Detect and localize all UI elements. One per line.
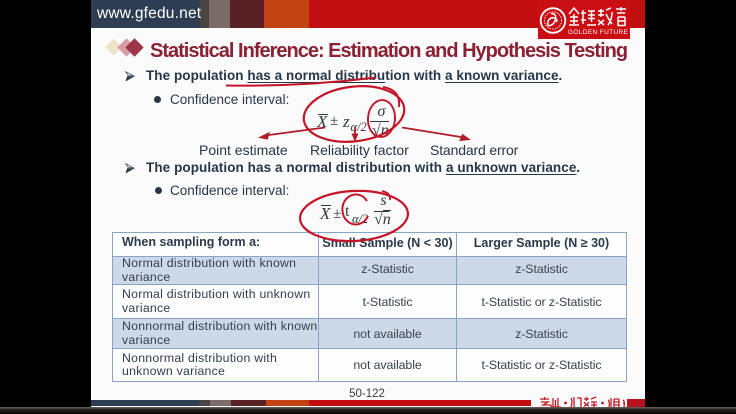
svg-text:GOLDEN FUTURE: GOLDEN FUTURE (568, 29, 628, 36)
